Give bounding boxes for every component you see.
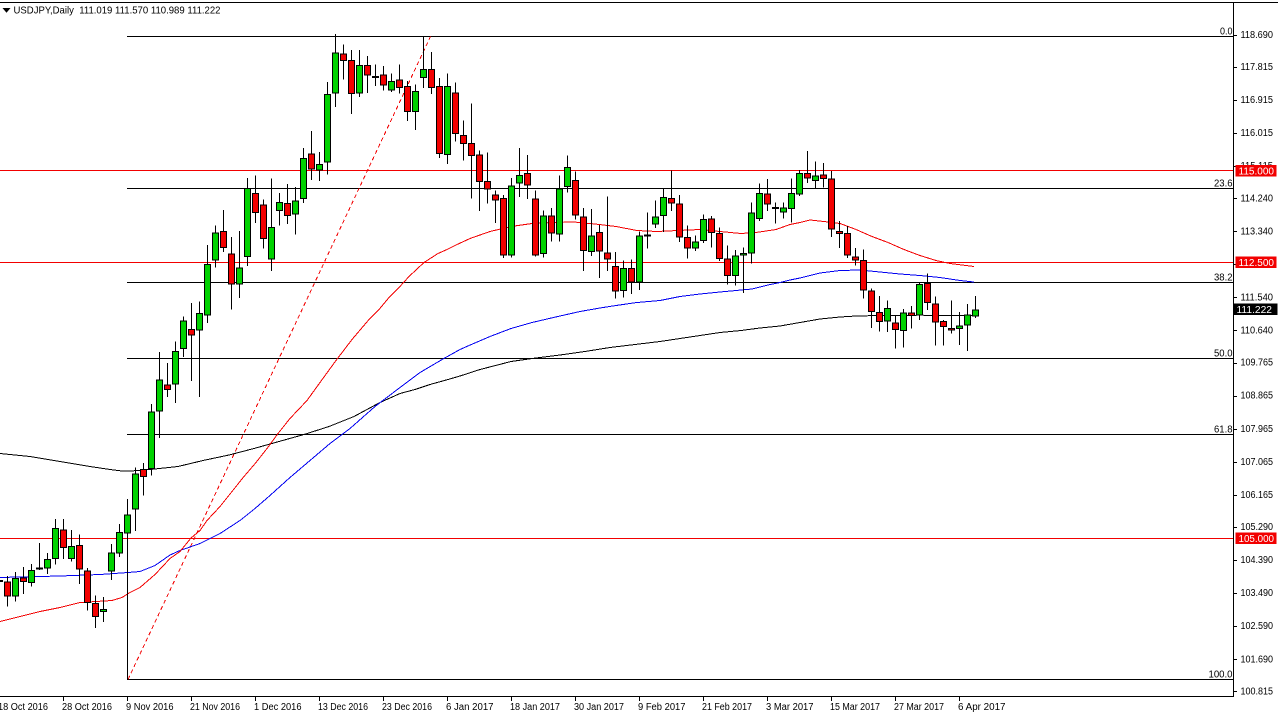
- svg-text:13 Dec 2016: 13 Dec 2016: [318, 702, 368, 713]
- svg-text:102.590: 102.590: [1241, 621, 1274, 632]
- svg-text:116.015: 116.015: [1241, 128, 1274, 139]
- svg-text:104.390: 104.390: [1241, 555, 1274, 566]
- svg-text:112.500: 112.500: [1239, 258, 1275, 269]
- svg-text:100.815: 100.815: [1241, 686, 1274, 697]
- svg-text:108.865: 108.865: [1241, 391, 1274, 402]
- svg-text:105.000: 105.000: [1239, 534, 1275, 545]
- svg-text:103.490: 103.490: [1241, 588, 1274, 599]
- svg-text:6 Jan 2017: 6 Jan 2017: [446, 702, 494, 713]
- svg-text:113.340: 113.340: [1241, 226, 1274, 237]
- svg-text:111.222: 111.222: [1237, 305, 1273, 316]
- svg-text:106.165: 106.165: [1241, 490, 1274, 501]
- svg-text:30 Jan 2017: 30 Jan 2017: [574, 702, 624, 713]
- svg-text:117.815: 117.815: [1241, 62, 1274, 73]
- svg-text:100.0: 100.0: [1209, 670, 1233, 681]
- svg-text:50.0: 50.0: [1214, 349, 1233, 360]
- svg-text:114.240: 114.240: [1241, 193, 1274, 204]
- svg-text:15 Mar 2017: 15 Mar 2017: [830, 702, 880, 713]
- svg-text:28 Oct 2016: 28 Oct 2016: [62, 702, 112, 713]
- svg-text:61.8: 61.8: [1214, 425, 1233, 436]
- svg-text:23.6: 23.6: [1214, 179, 1233, 190]
- svg-text:1 Dec 2016: 1 Dec 2016: [254, 702, 302, 713]
- svg-text:21 Feb 2017: 21 Feb 2017: [702, 702, 752, 713]
- svg-text:0.0: 0.0: [1220, 27, 1233, 38]
- svg-text:116.915: 116.915: [1241, 95, 1274, 106]
- svg-text:18 Jan 2017: 18 Jan 2017: [510, 702, 560, 713]
- svg-text:111.540: 111.540: [1241, 293, 1274, 304]
- svg-text:115.000: 115.000: [1239, 166, 1275, 177]
- svg-text:6 Apr 2017: 6 Apr 2017: [958, 702, 1006, 713]
- svg-text:105.290: 105.290: [1241, 522, 1274, 533]
- svg-text:110.640: 110.640: [1241, 326, 1274, 337]
- svg-text:9 Feb 2017: 9 Feb 2017: [638, 702, 686, 713]
- svg-text:101.690: 101.690: [1241, 654, 1274, 665]
- svg-text:27 Mar 2017: 27 Mar 2017: [894, 702, 944, 713]
- svg-text:21 Nov 2016: 21 Nov 2016: [190, 702, 240, 713]
- svg-text:107.965: 107.965: [1241, 424, 1274, 435]
- svg-text:USDJPY,Daily 111.019 111.570: USDJPY,Daily 111.019 111.570 110.989 111…: [14, 5, 221, 17]
- svg-text:109.765: 109.765: [1241, 358, 1274, 369]
- svg-text:18 Oct 2016: 18 Oct 2016: [0, 702, 48, 713]
- svg-text:118.690: 118.690: [1241, 30, 1274, 41]
- svg-text:107.065: 107.065: [1241, 457, 1274, 468]
- svg-text:3 Mar 2017: 3 Mar 2017: [766, 702, 814, 713]
- svg-text:23 Dec 2016: 23 Dec 2016: [382, 702, 432, 713]
- svg-text:38.2: 38.2: [1214, 273, 1233, 284]
- svg-text:9 Nov 2016: 9 Nov 2016: [126, 702, 174, 713]
